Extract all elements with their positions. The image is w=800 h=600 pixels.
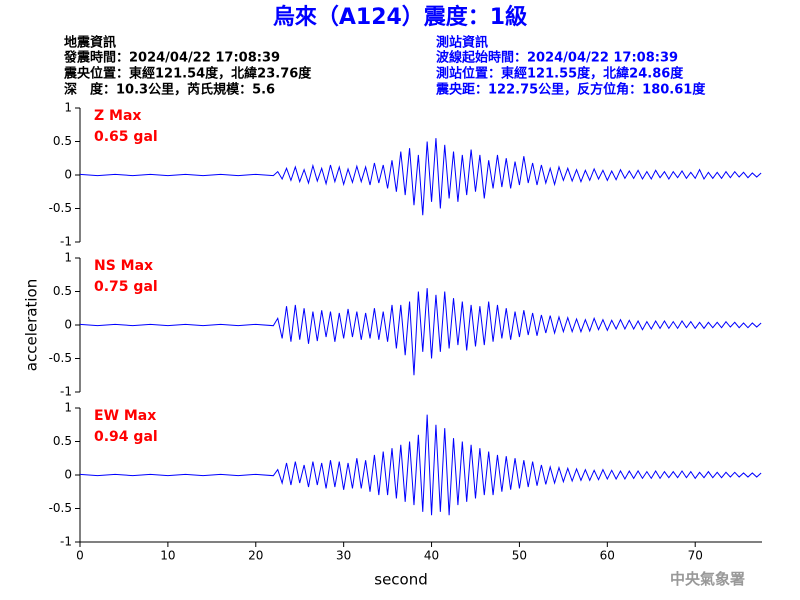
y-tick-label: 0 [64,468,72,482]
y-tick-label: 1 [64,251,72,265]
info-left: 地震資訊 [64,35,116,51]
info-left: 震央位置：東經121.54度，北緯23.76度 [63,66,312,82]
x-tick-label: 40 [424,549,439,563]
y-tick-label: -0.5 [49,201,72,215]
x-tick-label: 60 [600,549,615,563]
y-tick-label: 0.5 [53,134,72,148]
panel-label: Z Max [94,108,141,124]
panel-label: NS Max [94,258,153,274]
info-right: 測站資訊 [436,35,488,51]
y-tick-label: 0.5 [53,434,72,448]
x-axis-label: second [374,571,428,589]
x-tick-label: 50 [512,549,527,563]
y-tick-label: -0.5 [49,501,72,515]
y-tick-label: -1 [60,385,72,399]
y-tick-label: 0 [64,168,72,182]
watermark: 中央氣象署 [670,570,745,588]
y-tick-label: 0.5 [53,284,72,298]
waveform [79,414,762,516]
y-tick-label: -0.5 [49,351,72,365]
x-tick-label: 70 [688,549,703,563]
info-right: 波線起始時間：2024/04/22 17:08:39 [436,50,678,66]
waveform [79,138,762,216]
y-tick-label: 0 [64,318,72,332]
info-right: 測站位置：東經121.55度，北緯24.86度 [436,66,684,82]
panel-label: EW Max [94,408,156,424]
info-left: 深 度：10.3公里，芮氏規模：5.6 [64,82,275,98]
x-tick-label: 10 [160,549,175,563]
waveform [79,288,762,376]
panel-peak: 0.94 gal [94,429,158,445]
y-tick-label: -1 [60,535,72,549]
y-tick-label: 1 [64,401,72,415]
x-tick-label: 30 [336,549,351,563]
x-tick-label: 20 [248,549,263,563]
panel-peak: 0.65 gal [94,129,158,145]
panel-peak: 0.75 gal [94,279,158,295]
info-left: 發震時間：2024/04/22 17:08:39 [63,50,280,66]
x-tick-label: 0 [76,549,84,563]
y-tick-label: -1 [60,235,72,249]
y-tick-label: 1 [64,101,72,115]
info-right: 震央距：122.75公里，反方位角：180.61度 [435,82,706,98]
chart-title: 烏來（A124）震度：1級 [273,4,527,30]
y-axis-label: acceleration [23,279,41,371]
